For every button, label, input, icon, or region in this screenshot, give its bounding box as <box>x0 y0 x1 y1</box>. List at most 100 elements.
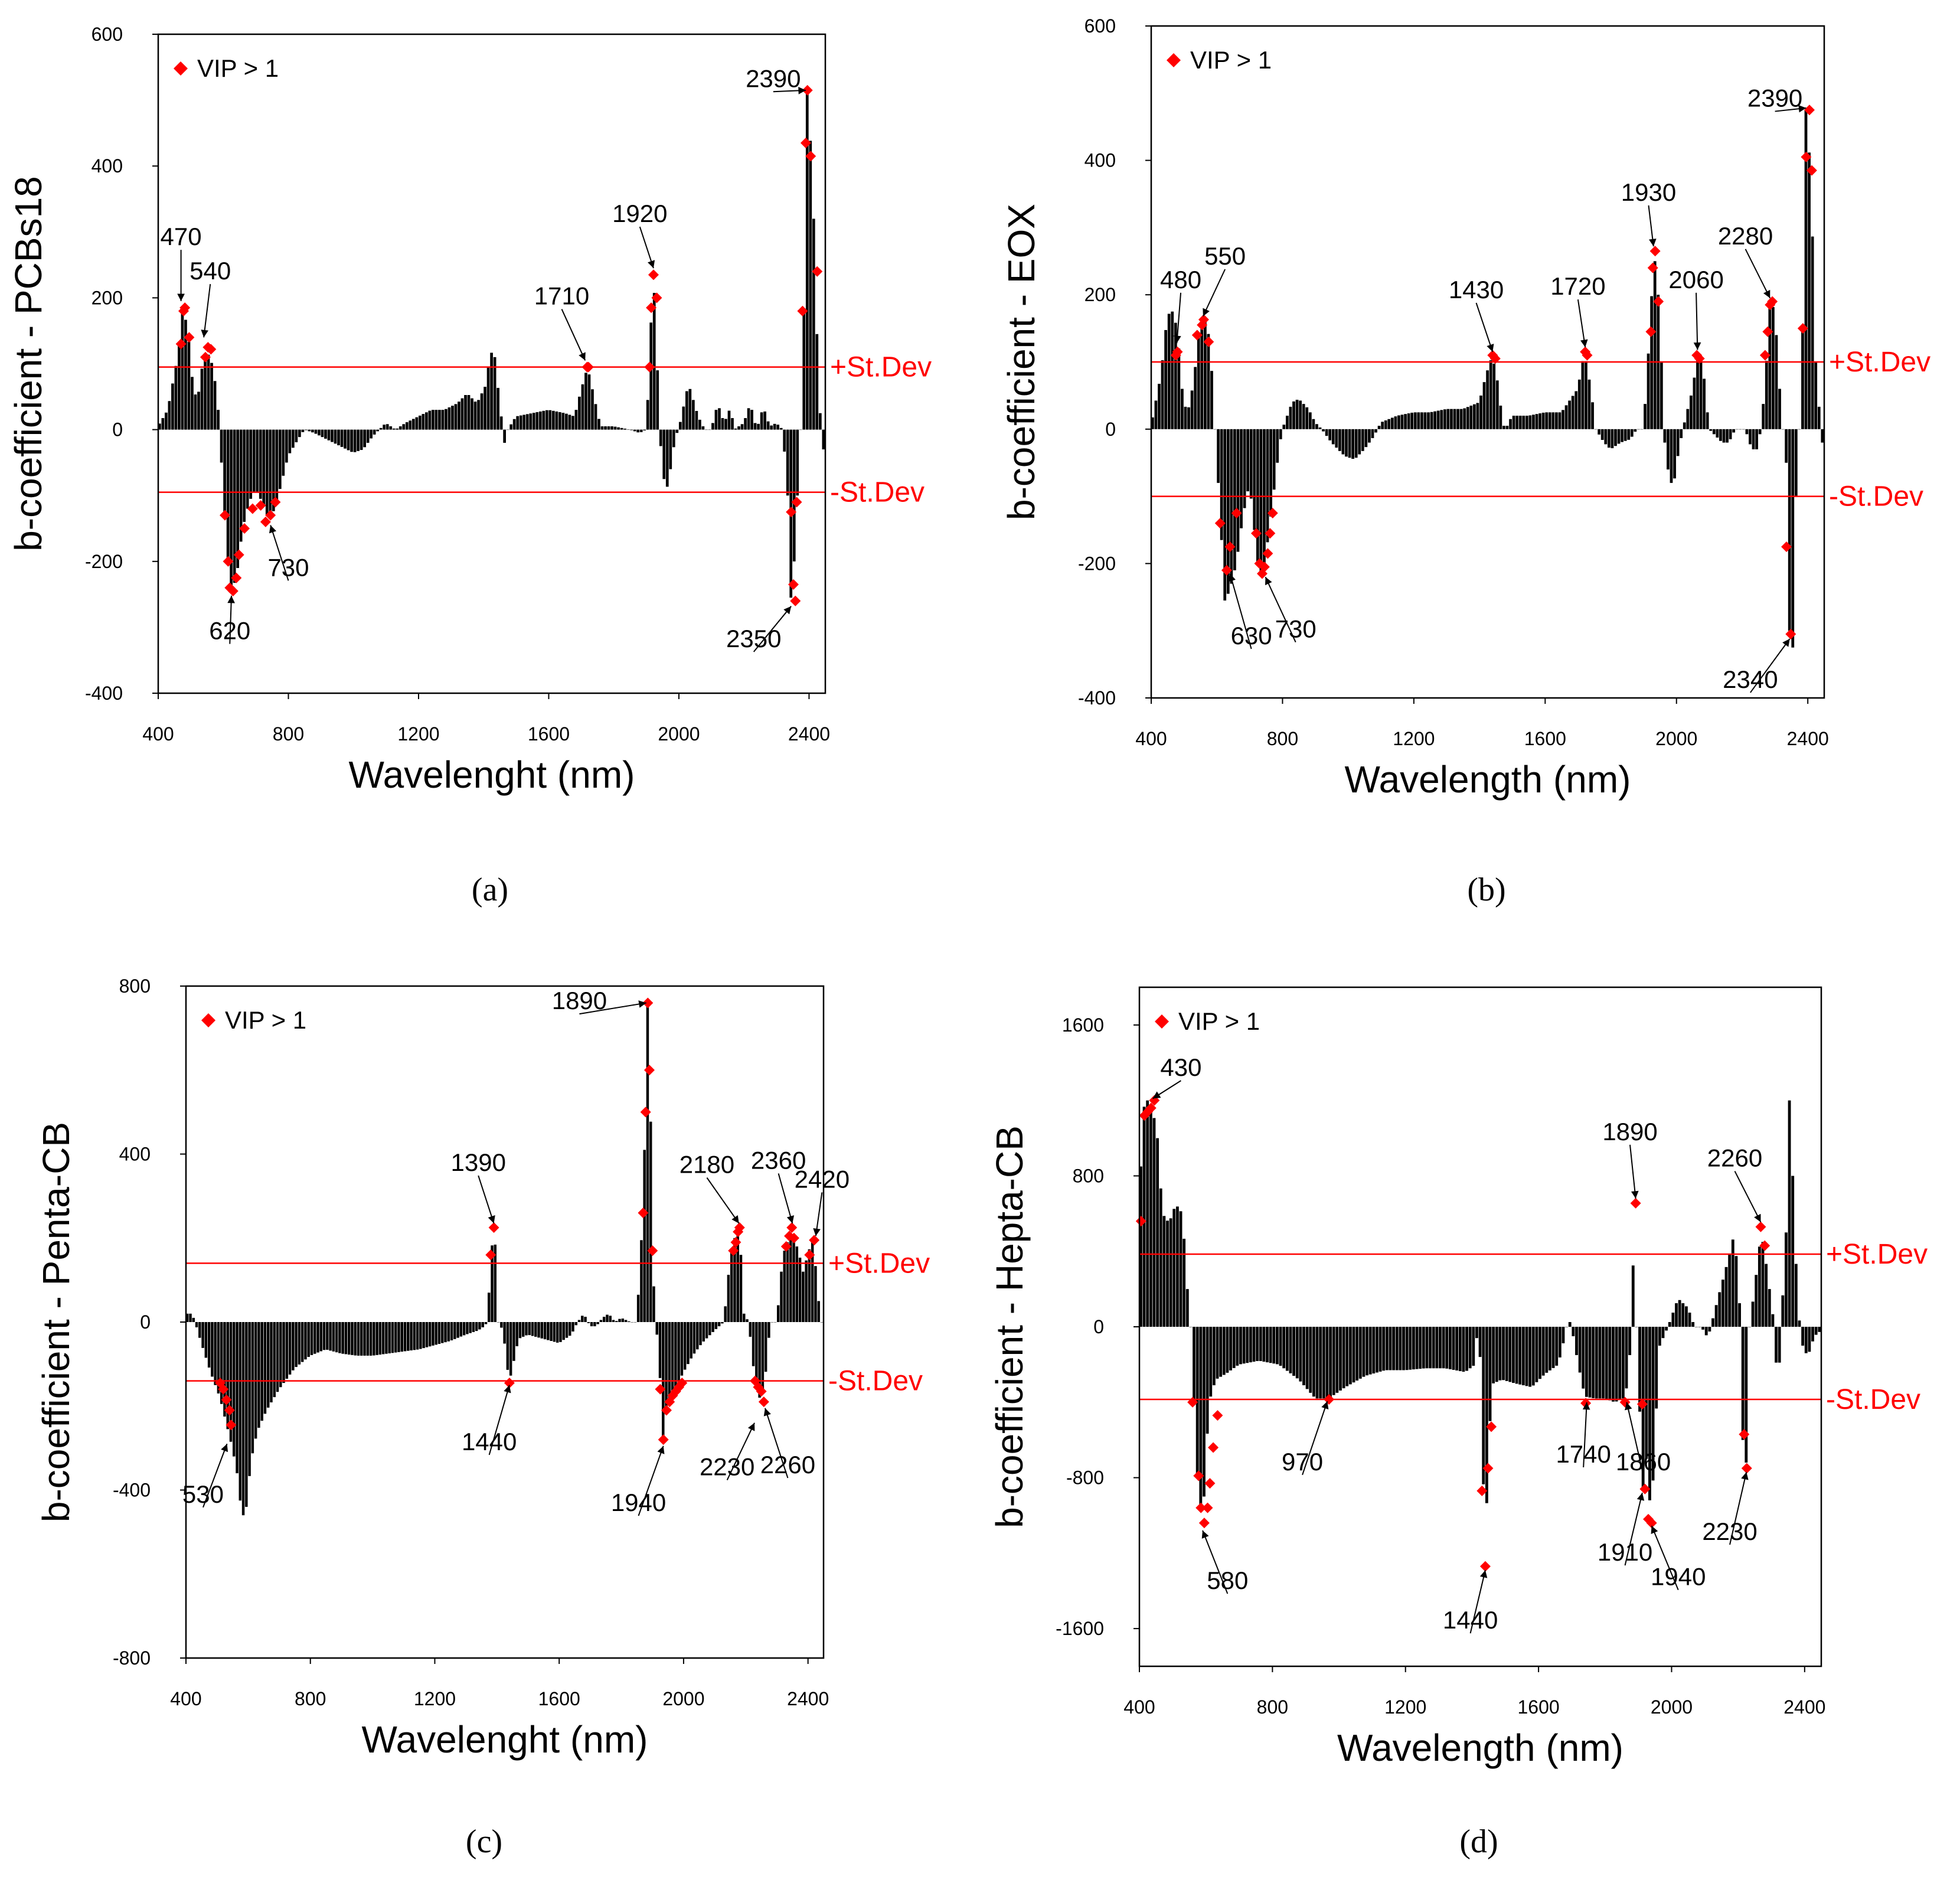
chart-2-vip-point <box>1806 165 1817 176</box>
chart-2-vip-point <box>1649 246 1661 257</box>
chart-1-annotation-label: 1920 <box>612 200 667 227</box>
chart-4-vip-point <box>1630 1197 1641 1209</box>
chart-4-bar <box>1216 1327 1219 1379</box>
chart-3-bar <box>717 1322 721 1327</box>
chart-2-xtick-label: 2000 <box>1655 728 1697 749</box>
chart-2-bar <box>1745 429 1749 435</box>
chart-4-bar <box>1322 1327 1325 1399</box>
chart-3-bar <box>770 1322 773 1323</box>
chart-4-ytick-label: 800 <box>1073 1165 1104 1186</box>
chart-1-vip-point <box>255 500 266 511</box>
chart-2-bar <box>1726 429 1729 443</box>
chart-2-vip-point <box>1797 323 1808 334</box>
chart-1-bar <box>422 414 425 430</box>
chart-2-bar <box>1292 401 1295 429</box>
chart-1-bar <box>373 429 376 435</box>
chart-3-bar <box>214 1322 217 1385</box>
chart-2-vip-point <box>1198 314 1209 325</box>
chart-3-bar <box>453 1322 456 1339</box>
chart-4-bar <box>1262 1327 1266 1362</box>
chart-4-annotation-arrowhead <box>1479 1570 1488 1578</box>
chart-3-ytick-label: 800 <box>119 975 151 997</box>
chart-4-annotation-label: 1890 <box>1602 1118 1657 1146</box>
chart-2-bar <box>1184 406 1187 429</box>
chart-3-bar <box>789 1238 792 1322</box>
chart-1-bar <box>753 423 757 430</box>
chart-4-annotation-label: 430 <box>1160 1053 1201 1081</box>
chart-1-bar <box>503 429 506 443</box>
chart-4-bar <box>1788 1100 1791 1327</box>
chart-2-bar <box>1811 236 1814 429</box>
chart-2-bar <box>1680 429 1683 438</box>
chart-4-bar <box>1568 1322 1572 1327</box>
chart-3-plus-stdev-label: +St.Dev <box>828 1248 930 1279</box>
chart-1-bar <box>561 413 565 430</box>
chart-2-legend-marker <box>1167 53 1181 67</box>
chart-4-panel-label: (d) <box>1459 1823 1498 1860</box>
chart-3-bar <box>410 1322 413 1351</box>
chart-3-annotation-arrow <box>202 1443 228 1508</box>
chart-2-bar <box>1798 429 1801 430</box>
chart-4-vip-point <box>1202 1502 1213 1513</box>
chart-3-bar <box>646 1003 649 1322</box>
chart-2-annotation-label: 2340 <box>1723 665 1778 693</box>
chart-3-vip-point <box>504 1378 515 1389</box>
chart-2-panel-label: (b) <box>1467 872 1505 908</box>
chart-3-xtick-label: 400 <box>170 1688 201 1709</box>
chart-3-bar <box>749 1322 752 1337</box>
chart-3-bar <box>636 1294 640 1322</box>
chart-2-bar <box>1269 429 1272 517</box>
chart-2-bar <box>1243 429 1246 508</box>
chart-3-bar <box>375 1322 378 1355</box>
chart-3-vip-point <box>642 997 654 1009</box>
chart-1-bar <box>718 408 721 430</box>
chart-1-ytick-label: 400 <box>92 155 123 177</box>
chart-1-bar <box>600 426 604 430</box>
chart-4-bar <box>1505 1327 1508 1381</box>
chart-2-bar <box>1341 429 1345 455</box>
chart-2-bar <box>1450 409 1453 429</box>
chart-4-bar <box>1701 1327 1704 1330</box>
chart-3-annotation-arrowhead <box>221 1444 228 1453</box>
chart-2-bar <box>1644 404 1647 429</box>
chart-4-minus-stdev-label: -St.Dev <box>1826 1384 1920 1415</box>
chart-1-bar <box>692 400 695 430</box>
chart-3-bar <box>326 1322 329 1350</box>
chart-4-bar <box>1429 1327 1432 1369</box>
chart-1-bar <box>604 426 607 430</box>
chart-4-bar <box>1212 1327 1216 1386</box>
chart-4-bar <box>1442 1327 1445 1369</box>
chart-3-bar <box>292 1322 295 1370</box>
chart-2-vip-point <box>1647 262 1658 273</box>
chart-4-bar <box>1551 1327 1555 1368</box>
chart-1-bar <box>432 410 435 430</box>
chart-1-bar <box>363 429 366 448</box>
chart-3-xtick-label: 2400 <box>787 1688 829 1709</box>
chart-1-bar <box>792 429 796 562</box>
chart-3-bar <box>335 1322 338 1353</box>
chart-3-bar <box>288 1322 292 1375</box>
chart-1-bar <box>386 424 389 430</box>
chart-4-bar <box>1239 1327 1242 1365</box>
chart-2-bar <box>1482 382 1486 429</box>
chart-3-bar <box>820 1322 824 1323</box>
chart-1-bar <box>174 365 178 430</box>
chart-4-bar <box>1325 1327 1329 1399</box>
chart-4-bar <box>1605 1327 1608 1399</box>
chart-2-bar <box>1574 391 1578 429</box>
chart-4-bar <box>1545 1327 1549 1373</box>
chart-1-bar <box>724 419 727 430</box>
chart-2-xtick-label: 1600 <box>1524 728 1566 749</box>
chart-3-bar <box>565 1322 569 1338</box>
chart-2-ytick-label: -200 <box>1078 553 1116 574</box>
chart-2-bar <box>1207 334 1210 429</box>
chart-3-bar <box>521 1322 525 1337</box>
chart-3-bar <box>550 1322 553 1342</box>
chart-3-bar <box>195 1322 198 1327</box>
chart-1-vip-point <box>786 507 797 518</box>
chart-4-vip-point <box>1198 1518 1210 1529</box>
chart-3-legend-label: VIP > 1 <box>225 1006 306 1034</box>
chart-1-bar <box>581 384 584 430</box>
chart-4-bar <box>1149 1105 1152 1327</box>
